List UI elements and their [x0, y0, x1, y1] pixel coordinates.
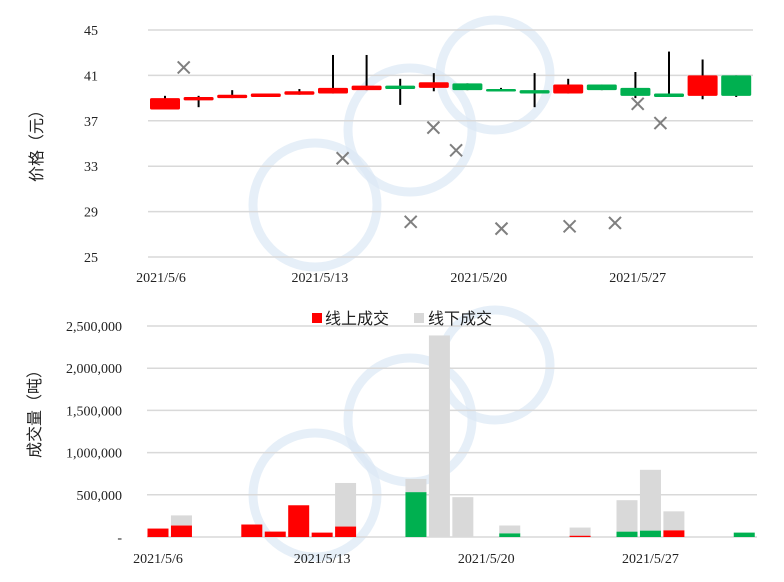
bar-online	[569, 535, 591, 537]
y-tick-label: 500,000	[77, 489, 123, 504]
marker-stroke	[176, 60, 191, 75]
bar-online	[170, 525, 192, 537]
bar-offline	[499, 525, 521, 534]
y-tick-label: 1,500,000	[66, 404, 122, 419]
bar-offline	[405, 478, 427, 493]
legend-label-offline: 线下成交	[428, 310, 492, 328]
bar-offline	[452, 497, 474, 537]
offline-price-marker	[653, 116, 668, 130]
candle-body	[318, 87, 348, 94]
candle-body	[721, 75, 752, 96]
y-tick-label: 1,000,000	[66, 447, 122, 462]
legend-swatch-online	[312, 313, 322, 323]
y-tick-label: -	[117, 531, 122, 546]
bar-offline	[616, 500, 638, 532]
bar-online	[288, 505, 310, 537]
bar-offline	[335, 482, 357, 527]
candle-body	[519, 90, 550, 94]
y-tick-label: 33	[84, 160, 98, 175]
bar-online	[264, 531, 286, 537]
x-tick-label: 2021/5/13	[294, 552, 351, 567]
bar-online	[311, 532, 333, 537]
candle-body	[553, 84, 584, 94]
bar-offline	[663, 511, 685, 531]
bar-online	[335, 526, 357, 537]
bar-offline	[428, 335, 450, 537]
candle-body	[351, 85, 382, 91]
offline-price-marker	[335, 151, 350, 165]
y-tick-label: 37	[84, 115, 98, 130]
legend-swatch-offline	[414, 313, 424, 323]
marker-stroke	[494, 221, 509, 236]
x-tick-label: 2021/5/6	[133, 552, 183, 567]
y-tick-label: 2,500,000	[66, 320, 122, 335]
x-tick-label: 2021/5/20	[450, 271, 507, 286]
offline-price-marker	[176, 60, 191, 75]
offline-price-marker	[426, 120, 441, 135]
marker-stroke	[426, 120, 441, 135]
y-tick-label: 29	[84, 206, 98, 221]
candle-body	[418, 82, 449, 88]
price-axis-title: 价格（元）	[28, 102, 46, 182]
marker-stroke	[608, 216, 622, 230]
candle-body	[183, 96, 214, 101]
candle-body	[586, 84, 617, 91]
marker-stroke	[653, 116, 668, 130]
marker-stroke	[403, 215, 418, 229]
marker-stroke	[562, 219, 577, 234]
offline-price-marker	[494, 221, 509, 236]
volume-axis-title: 成交量（吨）	[26, 362, 44, 458]
candle-body	[620, 87, 651, 96]
bar-online	[147, 528, 169, 537]
bar-online	[663, 530, 685, 537]
candle-body	[486, 89, 516, 92]
marker-stroke	[449, 143, 463, 158]
bar-online	[405, 492, 427, 537]
candle-body	[654, 93, 684, 97]
bar-online	[616, 531, 638, 537]
bar-online	[499, 533, 521, 537]
x-tick-label: 2021/5/20	[458, 552, 515, 567]
bar-online	[733, 532, 755, 537]
y-tick-label: 25	[84, 251, 98, 266]
candle-body	[284, 91, 315, 95]
offline-price-marker	[403, 215, 418, 229]
candle-body	[217, 94, 248, 99]
legend-label-online: 线上成交	[325, 310, 389, 328]
candle-body	[452, 83, 483, 91]
y-tick-label: 41	[84, 69, 98, 84]
bar-offline	[170, 515, 192, 526]
offline-price-marker	[630, 97, 645, 111]
offline-price-marker	[449, 143, 463, 158]
bar-offline	[639, 469, 661, 531]
y-tick-label: 45	[84, 24, 98, 39]
bar-offline	[569, 527, 591, 536]
offline-price-marker	[608, 216, 622, 230]
marker-stroke	[335, 151, 350, 165]
bar-online	[241, 524, 263, 537]
bar-online	[639, 530, 661, 537]
x-tick-label: 2021/5/27	[609, 271, 666, 286]
candle-body	[250, 93, 281, 97]
legend: 线上成交 线下成交	[312, 310, 492, 328]
offline-price-marker	[562, 219, 577, 234]
watermark	[248, 15, 555, 562]
x-tick-label: 2021/5/6	[136, 271, 186, 286]
candle-body	[687, 75, 718, 96]
marker-stroke	[630, 97, 645, 111]
candle-body	[385, 85, 416, 90]
x-tick-label: 2021/5/27	[622, 552, 679, 567]
x-tick-label: 2021/5/13	[292, 271, 349, 286]
y-tick-label: 2,000,000	[66, 362, 122, 377]
candle-body	[150, 98, 180, 110]
